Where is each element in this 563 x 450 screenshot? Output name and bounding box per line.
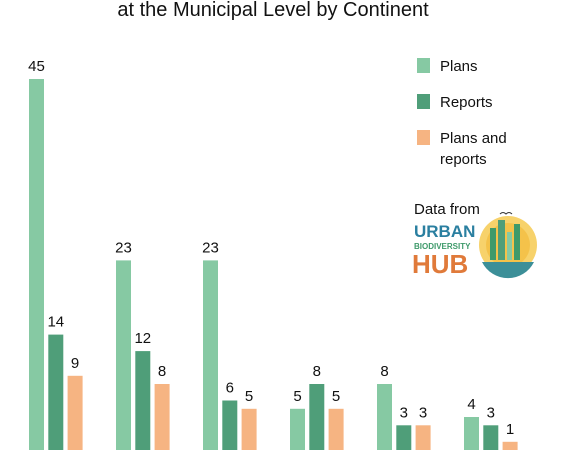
value-label: 5 [245,388,253,405]
bar-plans-5 [377,384,392,450]
value-label: 3 [400,404,408,421]
bar-reports-5 [396,425,412,450]
urban-biodiversity-hub-logo: Data from URBAN BIODIVERSITY HUB [412,201,537,279]
value-label: 14 [47,314,64,331]
bar-reports-2 [135,351,151,450]
bar-plans-3 [203,260,218,450]
value-label: 3 [419,404,427,421]
value-label: 23 [115,239,132,256]
bar-reports-3 [222,400,238,450]
value-label: 9 [71,355,79,372]
legend-label: Plans and [440,130,507,147]
value-label: 8 [158,363,166,380]
bar-plans-and-reports-5 [415,425,431,450]
value-label: 4 [467,396,475,413]
logo-line-urban: URBAN [414,222,475,241]
bar-plans-4 [290,408,305,450]
bar-reports-6 [483,425,499,450]
bar-reports-1 [48,334,64,450]
value-label: 1 [506,421,514,438]
bar-plans-and-reports-1 [67,375,83,450]
bar-plans-and-reports-2 [154,384,170,450]
bar-plans-6 [464,417,479,450]
value-label: 6 [226,380,234,397]
bar-group [29,79,518,450]
bar-plans-1 [29,79,44,450]
value-label: 5 [293,388,301,405]
bar-reports-4 [309,384,325,450]
legend-swatch-reports [417,94,430,109]
legend-swatch-plans-and-reports [417,130,430,145]
logo-sun-icon [479,212,537,279]
value-label: 3 [487,404,495,421]
bar-plans-and-reports-6 [502,441,518,450]
value-label: 8 [313,363,321,380]
legend-label: Reports [440,94,493,111]
logo-line-biodiversity: BIODIVERSITY [414,242,471,251]
bar-plans-2 [116,260,131,450]
bar-plans-and-reports-3 [241,408,257,450]
value-label: 8 [380,363,388,380]
bar-plans-and-reports-4 [328,408,344,450]
value-label: 23 [202,239,219,256]
chart-title: at the Municipal Level by Continent [117,0,429,21]
legend: Plans Reports Plans and reports [417,58,507,168]
value-label: 45 [28,58,45,75]
legend-swatch-plans [417,58,430,73]
logo-line-hub: HUB [412,249,468,279]
legend-label: Plans [440,58,478,75]
legend-label: reports [440,151,487,168]
value-label: 5 [332,388,340,405]
value-label: 12 [134,330,151,347]
logo-caption: Data from [414,201,480,218]
